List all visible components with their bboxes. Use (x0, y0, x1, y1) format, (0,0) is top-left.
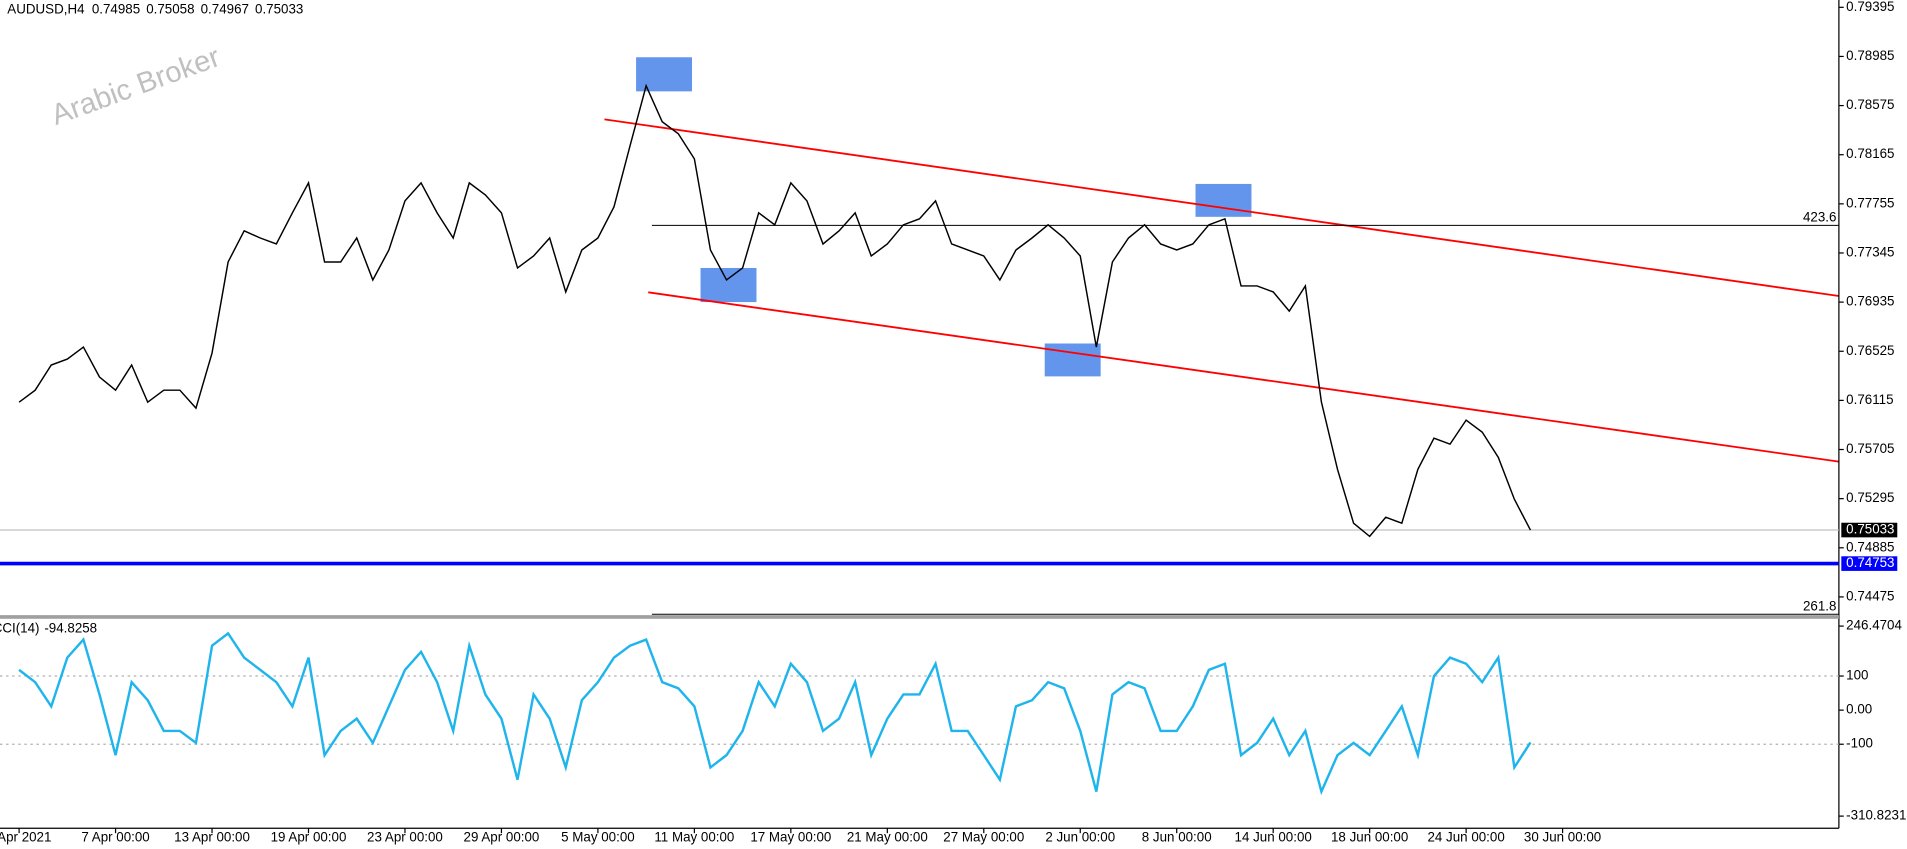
channel-lower (648, 291, 1840, 463)
x-tick-label: 30 Jun 00:00 (1524, 830, 1601, 845)
x-tick-label: 2 Jun 00:00 (1045, 830, 1115, 845)
highlight-box (636, 57, 693, 92)
open: 0.74985 (92, 1, 140, 16)
price-label: 0.75033 (1846, 522, 1894, 537)
y-tick-label: 0.75295 (1846, 490, 1894, 505)
header: AUDUSD,H4 0.74985 0.75058 0.74967 0.75033 (7, 1, 303, 16)
fibo-label: 423.6 (1803, 210, 1836, 225)
highlight-box (1044, 343, 1101, 377)
y-tick-label: 0.77345 (1846, 245, 1894, 260)
high: 0.75058 (146, 1, 194, 16)
y-tick-label: 0.77755 (1846, 195, 1894, 210)
x-tick-label: 24 Jun 00:00 (1427, 830, 1504, 845)
x-tick-label: 21 May 00:00 (847, 830, 928, 845)
x-tick-label: 5 May 00:00 (561, 830, 635, 845)
x-tick-label: 23 Apr 00:00 (367, 830, 443, 845)
close: 0.75033 (255, 1, 303, 16)
y-tick-label: -310.8231 (1846, 808, 1906, 823)
y-tick-label: 0.79395 (1846, 0, 1894, 14)
y-tick-label: 0.76115 (1846, 392, 1893, 407)
x-tick-label: 8 Jun 00:00 (1142, 830, 1212, 845)
y-tick-label: 0.78575 (1846, 97, 1894, 112)
highlight-box (700, 267, 757, 303)
x-tick-label: 17 May 00:00 (750, 830, 831, 845)
channel-upper (604, 118, 1840, 297)
x-tick-label: 27 May 00:00 (943, 830, 1024, 845)
panel-separator (0, 615, 1839, 619)
support-label-bg (1841, 556, 1898, 571)
low: 0.74967 (201, 1, 249, 16)
y-tick-label: 0.78165 (1846, 146, 1894, 161)
y-tick-label: 0.76525 (1846, 343, 1894, 358)
x-tick-label: 29 Apr 00:00 (464, 830, 540, 845)
symbol: AUDUSD,H4 (7, 1, 85, 16)
y-tick-label: 0.75705 (1846, 441, 1894, 456)
y-tick-label: -100 (1846, 736, 1873, 751)
x-tick-label: 18 Jun 00:00 (1331, 830, 1408, 845)
indicator-header: CCI(14) -94.8258 (0, 620, 97, 635)
y-tick-label: 0.78985 (1846, 48, 1894, 63)
indicator-name: CCI(14) (0, 620, 39, 635)
y-tick-label: 100 (1846, 668, 1868, 683)
support-label: 0.74753 (1846, 555, 1894, 570)
x-tick-label: 7 Apr 00:00 (81, 830, 149, 845)
x-tick-label: 19 Apr 00:00 (271, 830, 347, 845)
x-tick-label: 1 Apr 2021 (0, 830, 51, 845)
indicator-value: -94.8258 (44, 620, 97, 635)
price-label-bg (1841, 522, 1898, 538)
y-tick-label: 0.00 (1846, 702, 1872, 717)
price-line (18, 83, 1532, 538)
cci-line (18, 631, 1532, 796)
x-tick-label: 13 Apr 00:00 (174, 830, 250, 845)
y-tick-label: 0.74885 (1846, 539, 1894, 554)
y-tick-label: 0.74475 (1846, 588, 1894, 603)
y-tick-label: 246.4704 (1846, 618, 1902, 633)
x-tick-label: 11 May 00:00 (654, 830, 734, 845)
highlight-box (1195, 183, 1252, 217)
y-tick-label: 0.76935 (1846, 294, 1894, 309)
fibo-label: 261.8 (1803, 599, 1836, 614)
x-tick-label: 14 Jun 00:00 (1235, 830, 1312, 845)
